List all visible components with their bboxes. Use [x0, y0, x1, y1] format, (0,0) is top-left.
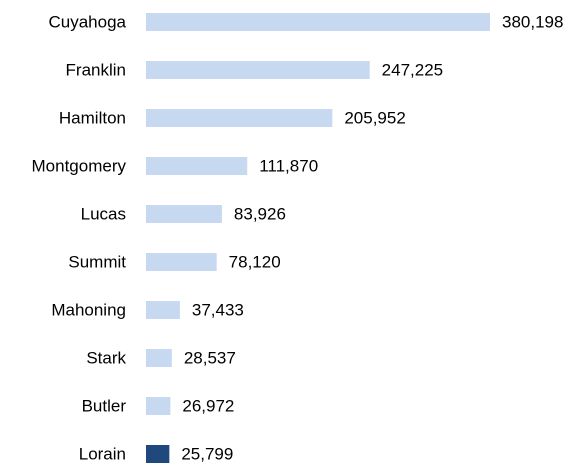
bar — [146, 157, 248, 175]
bar — [146, 397, 171, 415]
category-label: Lorain — [79, 444, 126, 463]
value-label: 247,225 — [382, 60, 443, 79]
value-label: 205,952 — [344, 108, 405, 127]
category-label: Stark — [86, 348, 126, 367]
bar — [146, 61, 370, 79]
category-label: Franklin — [66, 60, 126, 79]
value-label: 26,972 — [182, 396, 234, 415]
category-label: Mahoning — [51, 300, 126, 319]
category-label: Summit — [68, 252, 126, 271]
bar — [146, 205, 222, 223]
value-label: 37,433 — [192, 300, 244, 319]
bar — [146, 445, 170, 463]
bar — [146, 301, 180, 319]
value-label: 28,537 — [184, 348, 236, 367]
bar — [146, 13, 490, 31]
bar — [146, 349, 172, 367]
category-label: Montgomery — [32, 156, 127, 175]
bar — [146, 253, 217, 271]
value-label: 83,926 — [234, 204, 286, 223]
category-label: Hamilton — [59, 108, 126, 127]
category-label: Butler — [82, 396, 127, 415]
value-label: 25,799 — [181, 444, 233, 463]
category-label: Cuyahoga — [48, 12, 126, 31]
value-label: 111,870 — [259, 156, 318, 175]
value-label: 78,120 — [229, 252, 281, 271]
bar — [146, 109, 333, 127]
category-label: Lucas — [81, 204, 126, 223]
value-label: 380,198 — [502, 12, 563, 31]
